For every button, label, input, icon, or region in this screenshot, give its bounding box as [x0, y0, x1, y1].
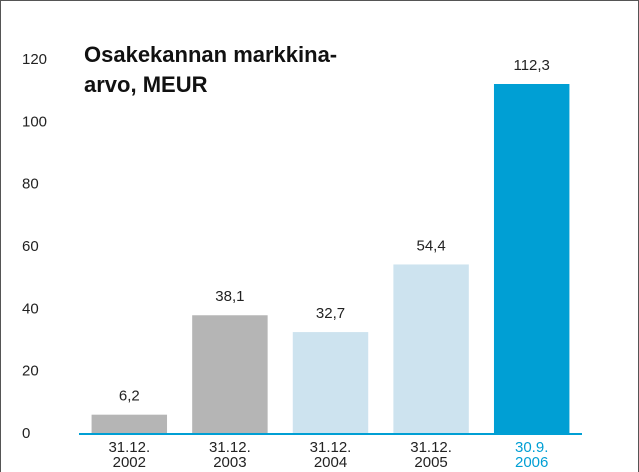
bar — [393, 264, 469, 434]
bar — [493, 83, 570, 434]
x-tick-label: 31.12. 2005 — [410, 439, 452, 471]
bar — [192, 315, 268, 434]
y-tick-label: 80 — [22, 176, 39, 193]
bar — [292, 332, 369, 434]
y-tick-label: 60 — [22, 238, 39, 255]
y-tick-label: 0 — [22, 425, 30, 442]
bar — [91, 414, 168, 434]
chart-title: Osakekannan markkina- — [84, 42, 337, 67]
x-tick-label: 31.12. 2004 — [310, 439, 352, 471]
y-tick-label: 40 — [22, 300, 39, 317]
value-label: 32,7 — [316, 305, 345, 322]
value-label: 6,2 — [119, 388, 140, 405]
value-label: 112,3 — [513, 57, 549, 74]
x-tick-label: 31.12. 2003 — [209, 439, 251, 471]
x-tick-label: 30.9. 2006 — [515, 439, 548, 471]
y-tick-label: 120 — [22, 51, 47, 68]
y-tick-label: 100 — [22, 113, 47, 130]
value-label: 38,1 — [215, 288, 244, 305]
x-tick-label: 31.12. 2002 — [108, 439, 150, 471]
chart-title: arvo, MEUR — [84, 72, 208, 97]
y-tick-label: 20 — [22, 363, 39, 380]
value-label: 54,4 — [416, 237, 445, 254]
